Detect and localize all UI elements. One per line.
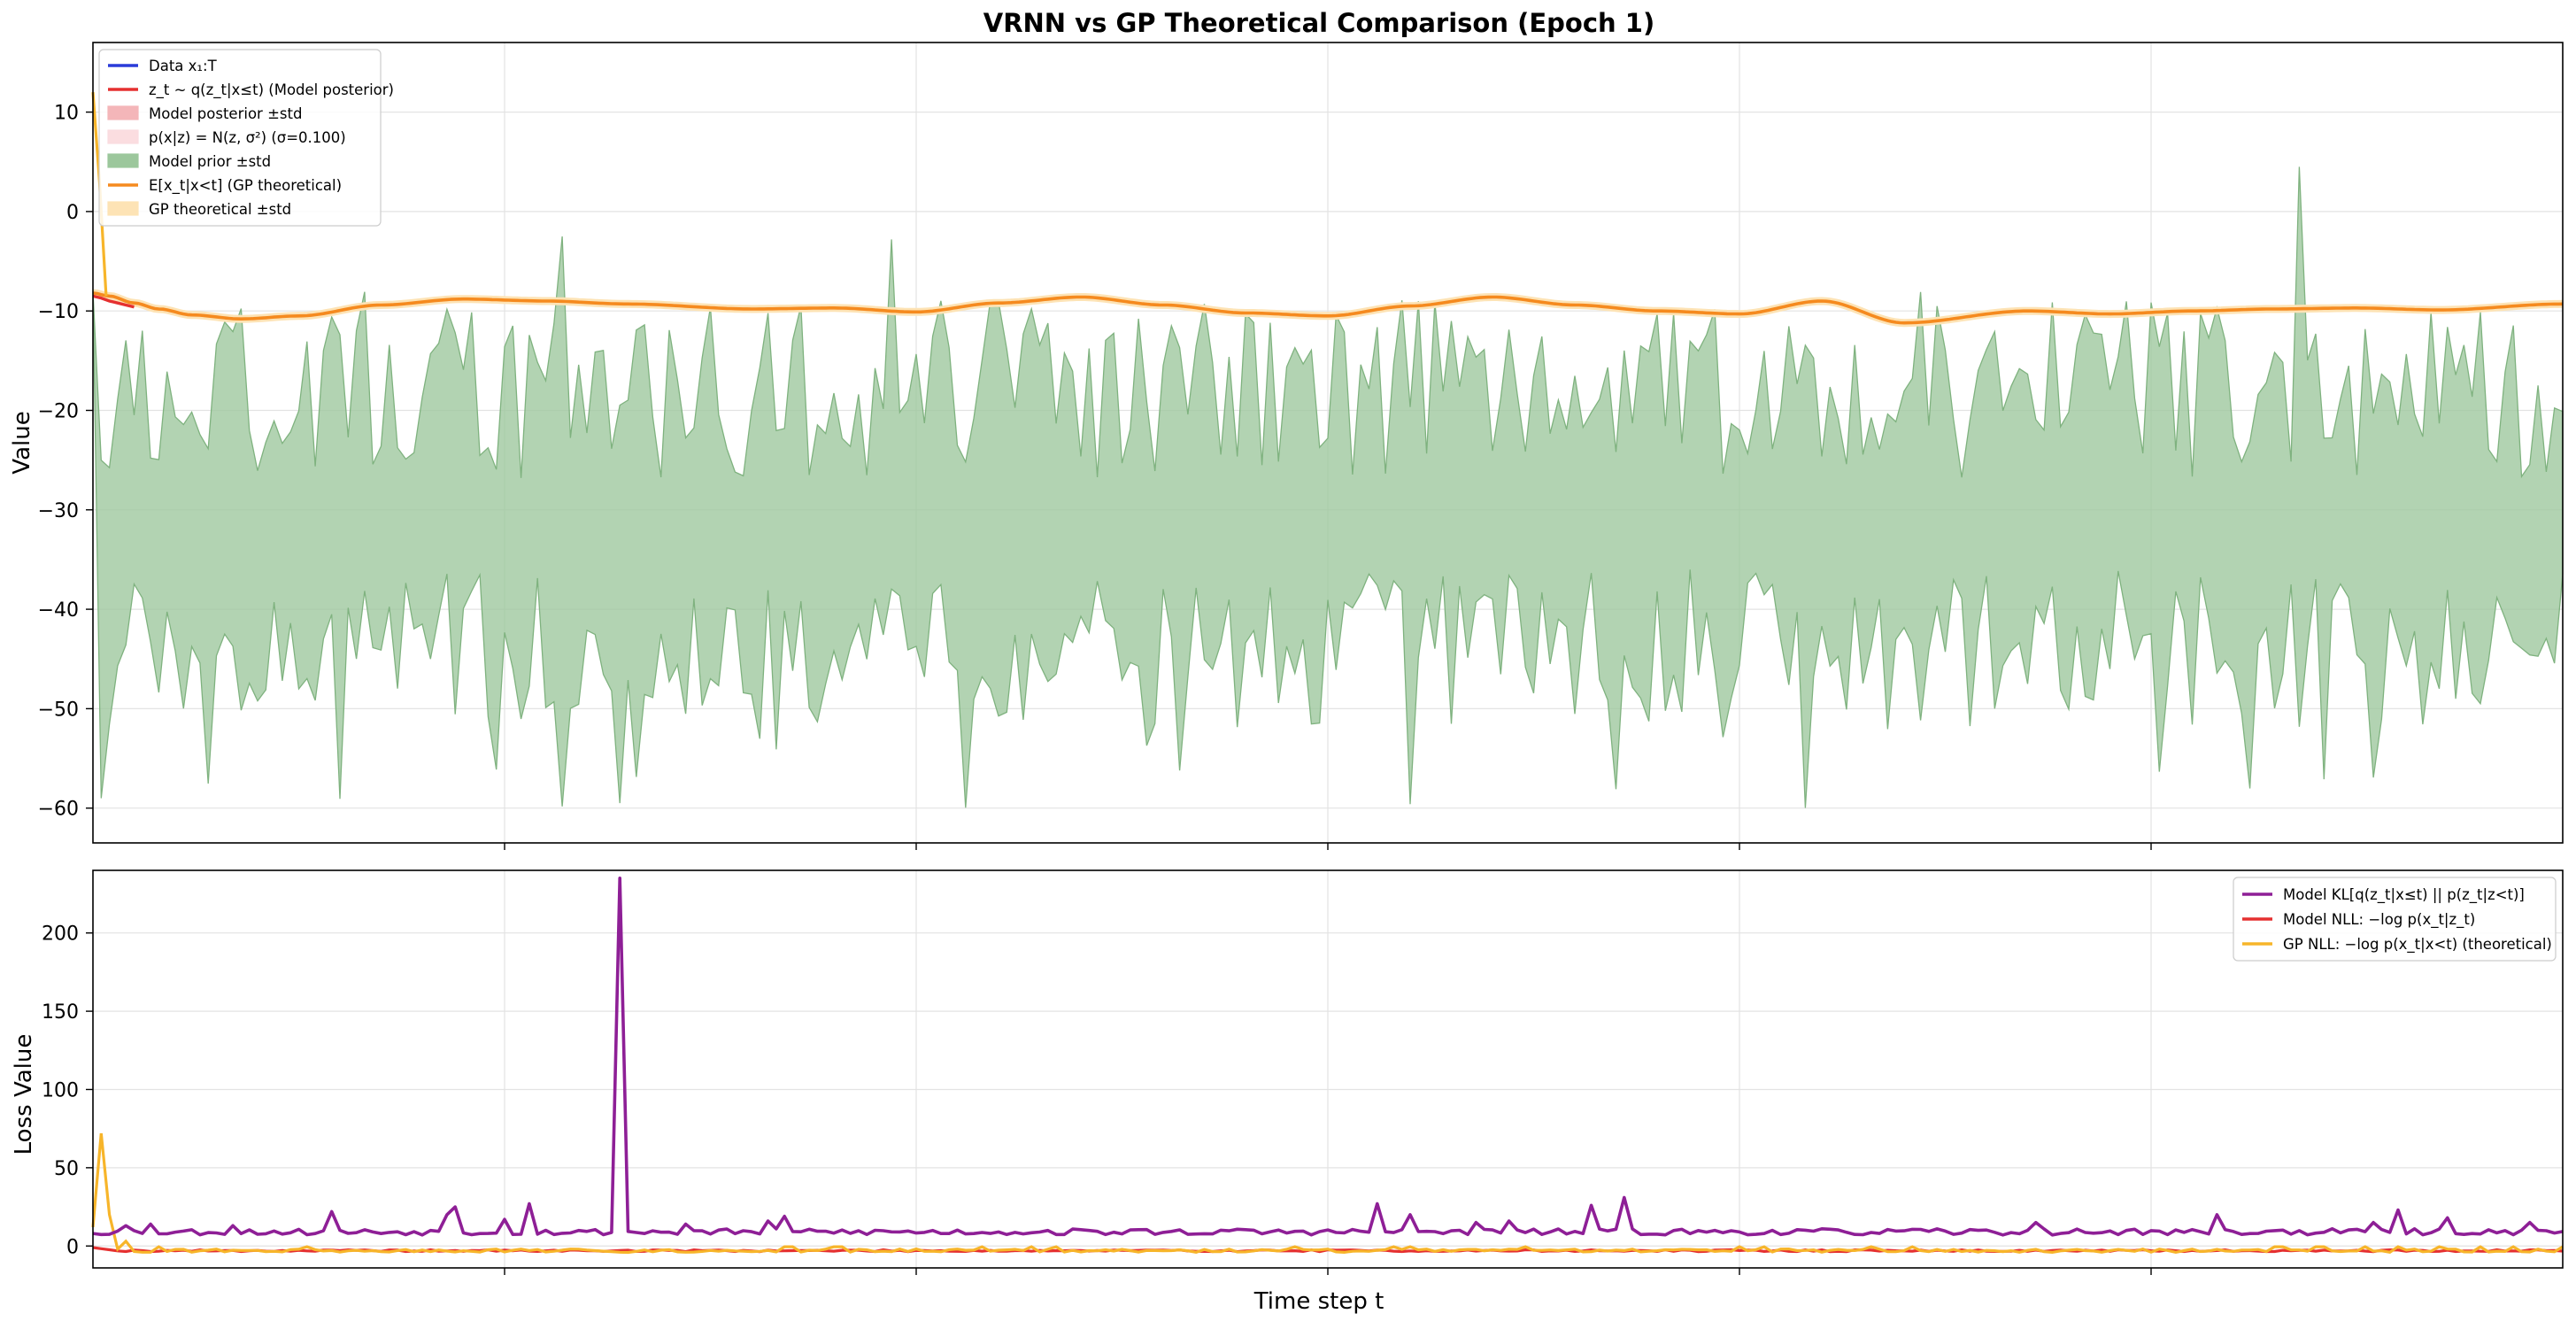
top-legend-label: E[x_t|x<t] (GP theoretical)	[149, 177, 342, 195]
top-legend: Data x₁:T z_t ~ q(z_t|x≤t) (Model posteri…	[98, 49, 394, 227]
top-legend-label: GP theoretical ±std	[149, 201, 291, 218]
top-ticks: 10 0 −10 −20 −30 −40 −50 −60	[38, 103, 2152, 850]
top-legend-label: z_t ~ q(z_t|x≤t) (Model posterior)	[149, 81, 394, 99]
bottom-y-tick-label: 100	[42, 1079, 79, 1101]
top-legend-label: Data x₁:T	[149, 58, 218, 74]
chart-title: VRNN vs GP Theoretical Comparison (Epoch…	[983, 8, 1654, 38]
bottom-legend-label: Model KL[q(z_t|x≤t) || p(z_t|z<t)]	[2283, 886, 2525, 904]
bottom-ticks: 0 50 100 150 200	[42, 923, 2152, 1275]
top-legend-label: Model posterior ±std	[149, 105, 302, 122]
top-y-tick-label: 0	[66, 202, 79, 224]
top-y-tick-label: −50	[38, 699, 79, 721]
top-panel: 10 0 −10 −20 −30 −40 −50 −60 Value Data x₁:T z_t…	[9, 42, 2564, 850]
bottom-y-tick-label: 50	[54, 1158, 79, 1180]
top-legend-label: p(x|z) = N(z, σ²) (σ=0.100)	[149, 129, 346, 146]
bottom-y-axis-label: Loss Value	[11, 1034, 37, 1155]
bottom-panel: 0 50 100 150 200 Loss Value Model KL[q(z_t|x…	[11, 869, 2564, 1275]
bottom-y-tick-label: 200	[42, 923, 79, 946]
top-y-tick-label: −20	[38, 401, 79, 423]
model-posterior-line	[92, 294, 135, 309]
bottom-y-tick-label: 150	[42, 1001, 79, 1024]
bottom-y-tick-label: 0	[66, 1236, 79, 1258]
top-y-tick-label: 10	[54, 103, 79, 125]
top-y-tick-label: −30	[38, 500, 79, 522]
top-y-tick-label: −60	[38, 799, 79, 821]
top-series-layer	[91, 91, 2564, 328]
top-y-tick-label: −10	[38, 301, 79, 323]
top-legend-swatch	[107, 153, 139, 168]
gp-nll-line	[91, 1132, 2564, 1255]
bottom-gridlines	[93, 870, 2563, 1268]
gp-mean-line	[92, 291, 2564, 325]
top-y-tick-label: −40	[38, 599, 79, 622]
top-legend-swatch	[107, 201, 139, 216]
bottom-legend: Model KL[q(z_t|x≤t) || p(z_t|z<t)] Model …	[2233, 877, 2557, 962]
x-axis-label: Time step t	[1253, 1288, 1384, 1315]
bottom-legend-box	[2233, 877, 2557, 962]
top-legend-swatch	[107, 105, 139, 120]
bottom-legend-label: Model NLL: −log p(x_t|z_t)	[2283, 911, 2475, 929]
top-legend-label: Model prior ±std	[149, 153, 271, 170]
bottom-series-layer	[91, 877, 2564, 1255]
bottom-legend-label: GP NLL: −log p(x_t|x<t) (theoretical)	[2283, 936, 2552, 954]
top-y-axis-label: Value	[9, 411, 35, 474]
top-legend-swatch	[107, 129, 139, 144]
model-kl-line	[92, 877, 2564, 1237]
top-legend-box	[98, 49, 382, 227]
